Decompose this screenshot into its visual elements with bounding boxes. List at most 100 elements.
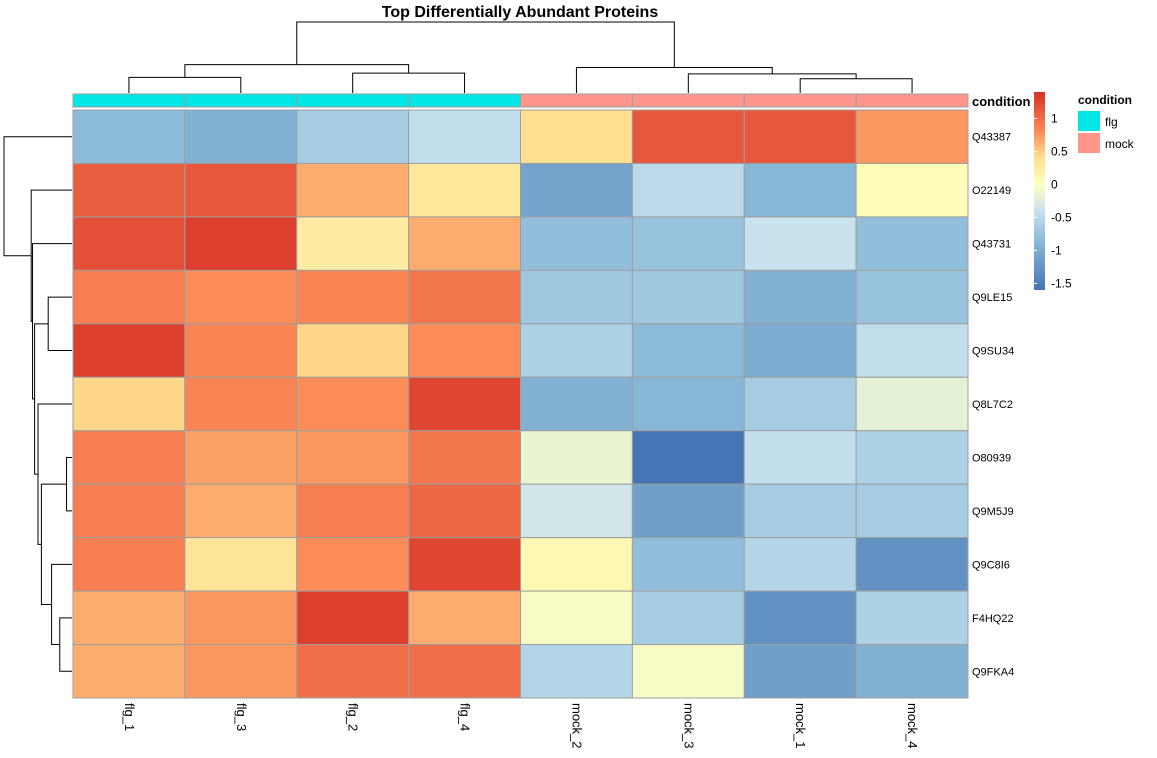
row-dendrogram-merge-1 [59,617,72,672]
cell-q9m5j9-mock-4 [855,483,969,539]
cell-q9su34-mock-3 [631,323,745,378]
cell-q9le15-flg-4 [408,269,521,325]
column-labels: flg_1 flg_3 flg_2 flg_4 mock_2 mock_3 mock_1 mo… [122,703,920,749]
condition-annotation-bar [72,93,969,108]
row-dendrogram-merge-3 [51,563,72,646]
cell-q8l7c2-mock-1 [743,376,857,432]
cell-q9le15-flg-3 [184,269,298,325]
cell-q9c8i6-mock-2 [520,537,633,592]
cell-o22149-flg-3 [184,162,298,218]
cell-q43387-mock-3 [631,109,745,164]
cell-q9le15-flg-2 [296,269,410,325]
condition-legend-title: condition [1078,93,1132,107]
row-label-q9le15: Q9LE15 [972,292,1012,304]
row-label-o22149: O22149 [972,185,1011,197]
cell-q9m5j9-flg-1 [72,483,186,539]
cell-o22149-mock-1 [743,162,857,218]
heatmap-cells [72,109,969,699]
condition-legend-swatch-mock [1078,133,1100,153]
cell-o22149-flg-4 [408,162,521,218]
color-scale-tick-label: 1 [1051,111,1058,125]
color-scale-tick-label: -1 [1051,243,1062,257]
cell-q43731-mock-4 [855,216,969,271]
cell-q43387-mock-2 [520,109,633,164]
cell-q43731-mock-2 [520,216,633,271]
cell-q9fka4-mock-1 [743,644,857,699]
condition-legend: condition flg mock [1078,93,1135,153]
annotation-cell-flg-2 [296,93,410,108]
cell-o80939-flg-3 [184,430,298,485]
cell-q43731-flg-4 [408,216,521,271]
cell-q8l7c2-mock-4 [855,376,969,432]
cell-q43731-mock-3 [631,216,745,271]
column-label-mock-1: mock_1 [793,703,808,749]
cell-f4hq22-mock-4 [855,590,969,646]
cell-q9m5j9-flg-2 [296,483,410,539]
cell-o80939-flg-4 [408,430,521,485]
cell-o80939-mock-3 [631,430,745,485]
column-dendrogram-merge-1 [128,76,242,93]
cell-q9fka4-mock-3 [631,644,745,699]
cell-o80939-flg-2 [296,430,410,485]
column-label-flg-1: flg_1 [122,703,137,731]
cell-f4hq22-mock-1 [743,590,857,646]
column-dendrogram-merge-5 [687,73,857,93]
cell-o80939-flg-1 [72,430,186,485]
column-label-flg-2: flg_2 [346,703,361,731]
cell-o80939-mock-2 [520,430,633,485]
cell-q43731-flg-3 [184,216,298,271]
cell-q9fka4-flg-4 [408,644,521,699]
cell-q8l7c2-mock-3 [631,376,745,432]
column-label-flg-3: flg_3 [234,703,249,731]
condition-legend-label-mock: mock [1105,137,1135,151]
condition-legend-label-flg: flg [1105,115,1118,129]
cell-q9fka4-flg-3 [184,644,298,699]
row-label-q43387: Q43387 [972,132,1011,144]
cell-o22149-mock-3 [631,162,745,218]
row-label-q43731: Q43731 [972,239,1011,251]
color-scale-tick-label: -1.5 [1051,276,1072,290]
cell-o80939-mock-4 [855,430,969,485]
cell-f4hq22-flg-2 [296,590,410,646]
cell-q9su34-mock-2 [520,323,633,378]
color-scale-tick-label: -0.5 [1051,210,1072,224]
column-label-mock-3: mock_3 [681,703,696,749]
row-label-q9c8i6: Q9C8I6 [972,559,1010,571]
cell-o22149-flg-1 [72,162,186,218]
cell-q43731-flg-2 [296,216,410,271]
color-scale-legend: 1 0.5 0 -0.5 -1 -1.5 [1034,92,1072,290]
cell-q8l7c2-mock-2 [520,376,633,432]
row-label-o80939: O80939 [972,452,1011,464]
cell-f4hq22-flg-1 [72,590,186,646]
column-dendrogram-merge-3 [184,64,410,78]
cell-q8l7c2-flg-4 [408,376,521,432]
row-dendrogram-merge-6 [47,296,72,352]
cell-q43387-flg-2 [296,109,410,164]
cell-f4hq22-flg-3 [184,590,298,646]
cell-f4hq22-mock-2 [520,590,633,646]
cell-q9m5j9-flg-4 [408,483,521,539]
cell-f4hq22-mock-3 [631,590,745,646]
column-dendrogram [128,21,913,93]
cell-o22149-mock-2 [520,162,633,218]
cell-q43731-mock-1 [743,216,857,271]
cell-q9m5j9-mock-1 [743,483,857,539]
cell-q8l7c2-flg-1 [72,376,186,432]
annotation-cell-flg-3 [184,93,298,108]
cell-q43387-flg-4 [408,109,521,164]
column-dendrogram-merge-6 [575,66,773,93]
row-labels: Q43387 O22149 Q43731 Q9LE15 Q9SU34 Q8L7C2 O809… [972,132,1014,679]
cell-o22149-mock-4 [855,162,969,218]
cell-q43387-mock-4 [855,109,969,164]
row-label-q9su34: Q9SU34 [972,346,1014,358]
row-label-f4hq22: F4HQ22 [972,613,1014,625]
chart-title: Top Differentially Abundant Proteins [382,4,659,21]
row-dendrogram-merge-4 [40,483,67,605]
column-label-mock-2: mock_2 [569,703,584,749]
row-label-q9m5j9: Q9M5J9 [972,506,1014,518]
cell-q9su34-flg-4 [408,323,521,378]
row-dendrogram-merge-8 [32,243,72,400]
annotation-cell-mock-2 [520,93,633,108]
cell-q9c8i6-mock-3 [631,537,745,592]
